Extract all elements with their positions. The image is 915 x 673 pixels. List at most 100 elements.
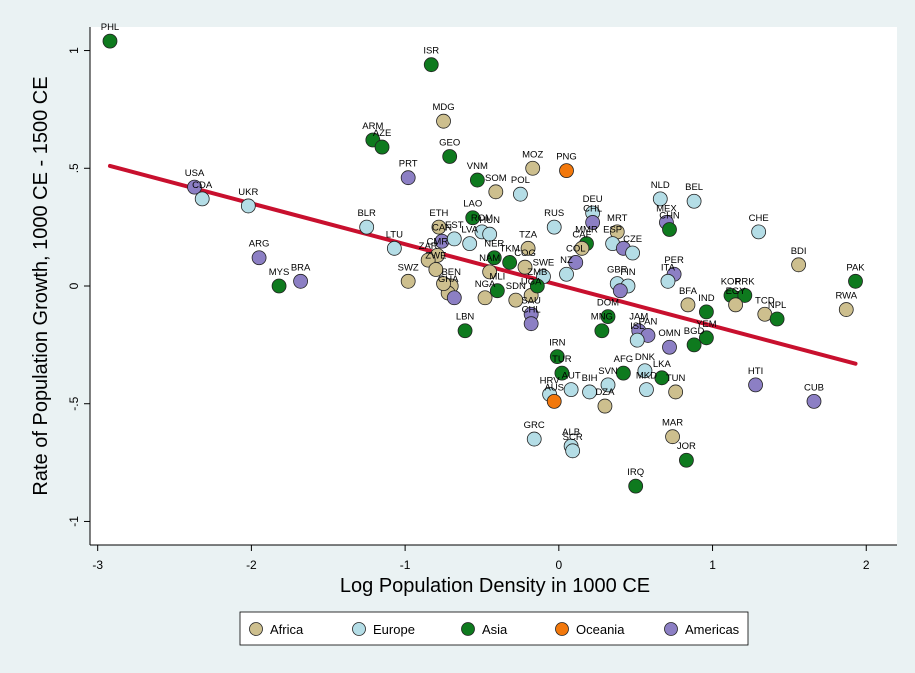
x-tick-label: 0: [555, 558, 562, 572]
legend-marker: [555, 622, 569, 636]
data-point-label: YEM: [696, 319, 717, 330]
data-point-label: CUB: [804, 382, 824, 393]
data-point-label: BRA: [291, 262, 311, 273]
data-point-label: JOR: [677, 441, 696, 452]
data-point-label: HUN: [479, 215, 500, 226]
data-point: [769, 311, 785, 327]
legend-marker: [461, 622, 475, 636]
data-point: [520, 240, 536, 256]
data-point-label: DEU: [583, 194, 603, 205]
data-point-label: SDN: [506, 281, 526, 292]
data-point-label: POL: [511, 175, 530, 186]
data-point: [568, 255, 584, 270]
legend-label: Europe: [373, 622, 415, 637]
data-point: [400, 170, 416, 186]
data-point-label: PRT: [399, 159, 418, 170]
data-point: [457, 323, 473, 339]
data-point-label: PHL: [101, 22, 119, 33]
data-point: [526, 431, 542, 447]
y-tick-label: .5: [67, 163, 81, 173]
data-point: [639, 382, 654, 398]
data-point-label: ARG: [249, 239, 270, 250]
data-point: [482, 264, 498, 280]
data-point-label: EGY: [726, 286, 747, 297]
data-point: [102, 33, 118, 49]
data-point-label: ISR: [423, 46, 439, 57]
data-point: [502, 255, 518, 270]
data-point: [679, 452, 694, 468]
data-point-label: RWA: [835, 291, 857, 302]
data-point: [488, 184, 504, 200]
legend-box: [239, 611, 749, 646]
data-point-label: LBN: [456, 312, 475, 323]
data-point: [465, 210, 481, 226]
data-point-label: CMR: [427, 236, 449, 247]
data-point: [660, 273, 676, 289]
data-point-label: BEL: [685, 182, 703, 193]
data-point: [486, 250, 502, 266]
data-point: [554, 365, 570, 381]
data-point: [431, 219, 447, 235]
data-point-label: ROM: [471, 213, 493, 224]
data-point-label: AUS: [544, 382, 564, 393]
data-point-label: GEO: [439, 138, 460, 149]
data-point: [517, 259, 533, 275]
data-point: [698, 330, 714, 346]
data-point-label: CHL: [583, 203, 602, 214]
data-point: [549, 349, 565, 365]
fit-line: [107, 163, 858, 366]
data-point-label: MEX: [656, 203, 677, 214]
data-point-label: UGA: [521, 276, 542, 287]
data-point: [462, 236, 478, 252]
data-point-label: SAU: [521, 295, 541, 306]
data-point-label: CHE: [749, 213, 769, 224]
data-point-label: LKA: [653, 359, 672, 370]
data-point: [194, 191, 210, 207]
data-point: [563, 382, 579, 398]
data-point-label: MKD: [636, 371, 657, 382]
data-point-label: NAM: [479, 253, 500, 264]
data-point: [600, 309, 616, 325]
data-point-label: TUN: [666, 373, 686, 384]
data-point: [469, 172, 485, 188]
data-point-label: BLR: [357, 208, 376, 219]
data-point-label: AZE: [373, 128, 391, 139]
data-point: [848, 273, 863, 289]
data-point-label: ITA: [661, 262, 676, 273]
data-point-label: GBR: [607, 265, 628, 276]
data-point-label: ALB: [562, 427, 580, 438]
data-point-label: DZA: [595, 387, 615, 398]
data-point: [582, 384, 597, 400]
data-point: [359, 219, 375, 235]
legend-marker: [352, 622, 366, 636]
data-point: [680, 297, 696, 313]
data-point-label: GRC: [524, 420, 545, 431]
data-point: [698, 304, 714, 320]
data-point-label: TCD: [755, 295, 775, 306]
axes: -3 -2 -1 0 1 2 -1 -.5 0 .5 1: [67, 27, 897, 572]
x-tick-label: 1: [709, 558, 716, 572]
data-point: [559, 163, 574, 179]
data-point: [652, 191, 668, 207]
data-point-label: TZA: [519, 229, 538, 240]
data-point-label: PER: [664, 255, 684, 266]
data-point-label: LVA: [461, 225, 478, 236]
x-tick-label: -2: [246, 558, 257, 572]
data-point-label: CZE: [623, 234, 642, 245]
data-point-label: NER: [484, 239, 504, 250]
data-point: [529, 278, 545, 294]
data-point-label: CDA: [192, 180, 213, 191]
data-point: [662, 222, 677, 237]
data-point-label: NPL: [768, 300, 786, 311]
y-tick-label: -1: [67, 516, 81, 527]
data-point-label: SCR: [563, 432, 583, 443]
data-point: [838, 302, 854, 317]
data-point-label: DNK: [635, 352, 656, 363]
data-point-label: CHL: [522, 305, 541, 316]
data-point-label: CAN: [432, 222, 452, 233]
data-point: [628, 478, 644, 494]
data-point-label: PAK: [846, 262, 865, 273]
data-point-label: ETH: [429, 208, 448, 219]
data-point: [546, 393, 562, 409]
